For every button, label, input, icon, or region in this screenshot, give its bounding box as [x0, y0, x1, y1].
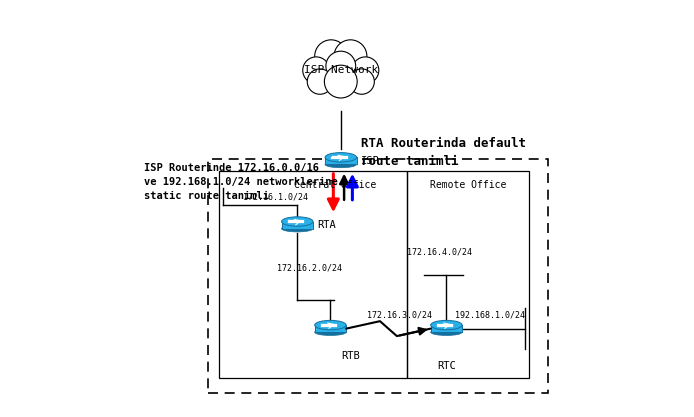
Text: RTC: RTC — [437, 361, 456, 371]
Text: ISP Network: ISP Network — [304, 65, 378, 75]
Circle shape — [307, 69, 332, 94]
Text: Central Office: Central Office — [294, 179, 377, 189]
Ellipse shape — [325, 153, 357, 162]
Bar — [302, 49, 380, 91]
Ellipse shape — [431, 320, 462, 330]
Polygon shape — [282, 221, 313, 229]
Polygon shape — [431, 325, 462, 332]
Ellipse shape — [325, 161, 357, 168]
Circle shape — [303, 57, 330, 84]
Ellipse shape — [282, 225, 313, 232]
Ellipse shape — [282, 217, 313, 226]
Text: Remote Office: Remote Office — [430, 179, 507, 189]
Circle shape — [324, 65, 357, 98]
Circle shape — [352, 57, 379, 84]
Bar — [208, 159, 548, 393]
Text: ISP Routerinde 172.16.0.0/16
ve 192.168.1.0/24 networklerine
static route taniml: ISP Routerinde 172.16.0.0/16 ve 192.168.… — [144, 163, 338, 201]
Polygon shape — [325, 157, 357, 164]
Ellipse shape — [314, 329, 346, 335]
Text: ISP: ISP — [361, 156, 380, 166]
Text: 172.16.1.0/24: 172.16.1.0/24 — [244, 192, 308, 201]
Text: 172.16.3.0/24: 172.16.3.0/24 — [367, 311, 432, 319]
Text: 192.168.1.0/24: 192.168.1.0/24 — [455, 311, 525, 319]
Text: RTB: RTB — [341, 352, 359, 362]
Text: RTA: RTA — [317, 220, 336, 230]
Circle shape — [314, 40, 348, 73]
Circle shape — [326, 51, 356, 81]
Circle shape — [349, 69, 374, 94]
Polygon shape — [314, 325, 346, 332]
Ellipse shape — [314, 320, 346, 330]
Bar — [407, 171, 530, 378]
Text: RTA Routerinda default
route tanimli: RTA Routerinda default route tanimli — [362, 137, 527, 168]
Bar — [219, 171, 407, 378]
Ellipse shape — [431, 329, 462, 335]
Circle shape — [334, 40, 367, 73]
Text: 172.16.2.0/24: 172.16.2.0/24 — [277, 264, 341, 273]
Text: 172.16.4.0/24: 172.16.4.0/24 — [407, 247, 472, 256]
